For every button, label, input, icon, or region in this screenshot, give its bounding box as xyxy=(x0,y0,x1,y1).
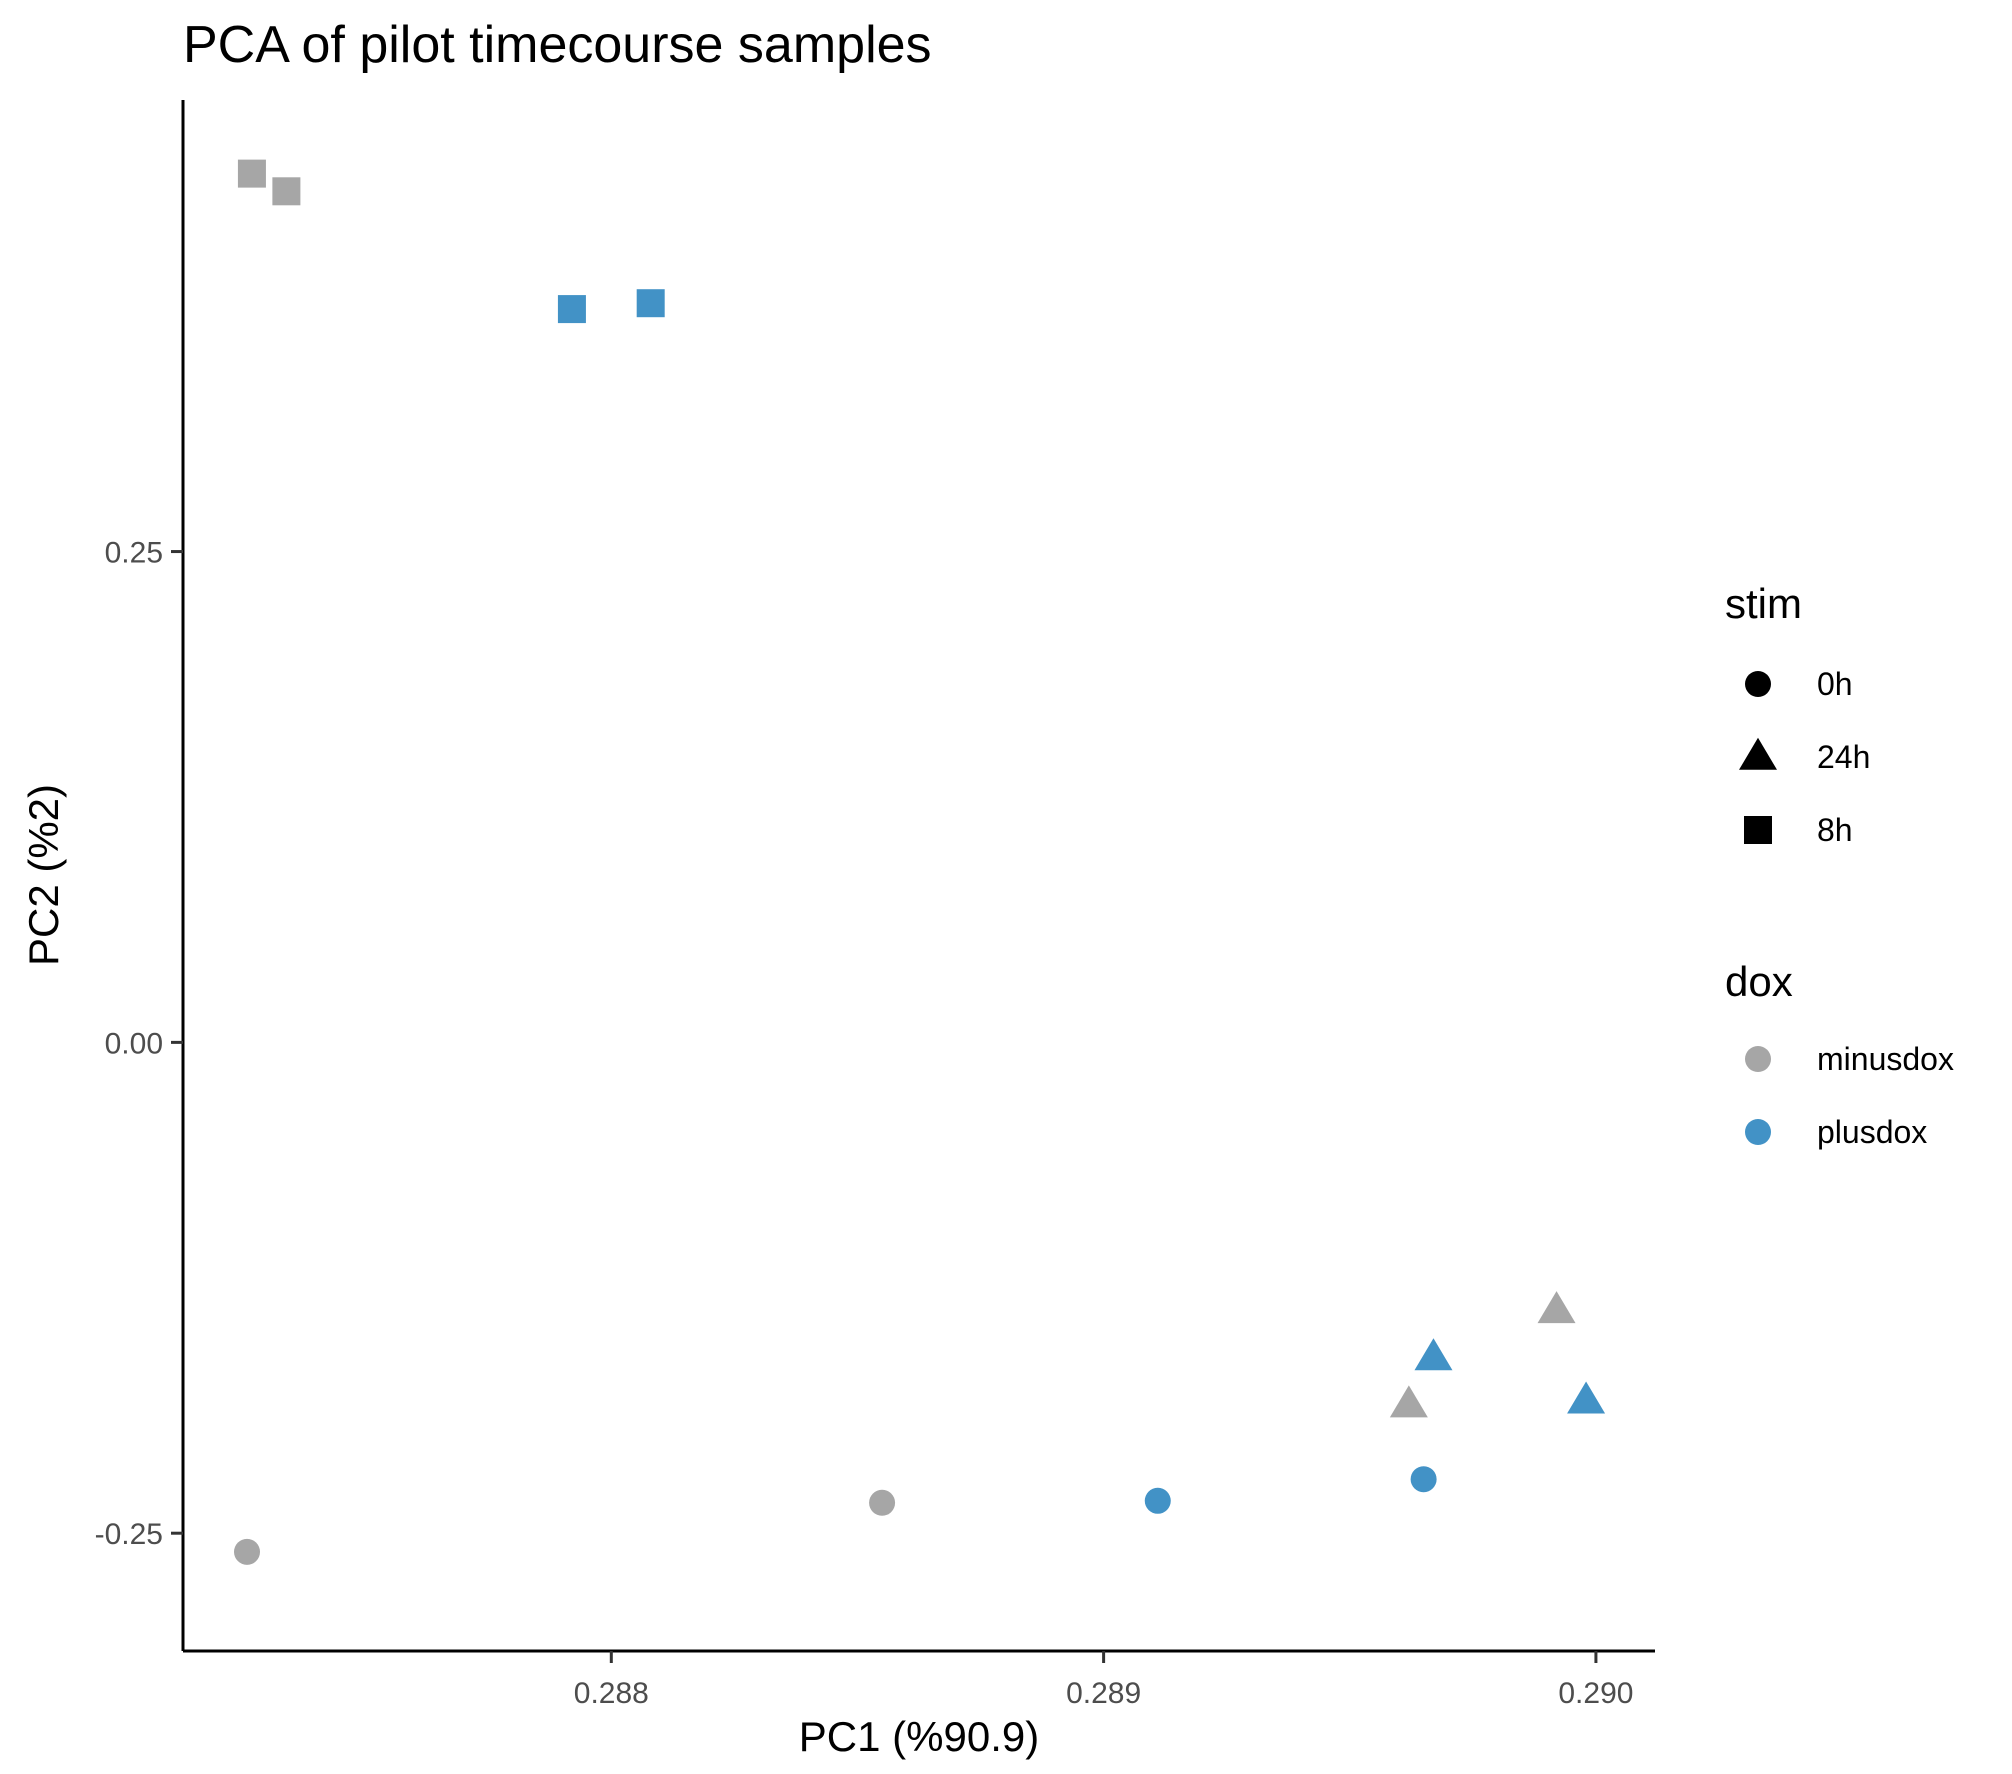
data-point-minusdox-0h xyxy=(234,1538,260,1565)
x-tick-label: 0.288 xyxy=(574,1677,649,1710)
chart-title: PCA of pilot timecourse samples xyxy=(183,16,932,74)
x-tick-label: 0.290 xyxy=(1558,1677,1633,1710)
x-tick-label: 0.289 xyxy=(1066,1677,1141,1710)
legend-key-plusdox xyxy=(1745,1119,1771,1145)
legend-dox-label: plusdox xyxy=(1817,1114,1927,1150)
legend-stim-title: stim xyxy=(1725,580,1802,627)
legend-key-circle xyxy=(1745,671,1771,697)
legend-stim-label: 0h xyxy=(1817,666,1853,702)
data-point-minusdox-0h xyxy=(869,1489,896,1516)
legend-stim-label: 8h xyxy=(1817,812,1853,848)
y-axis-title: PC2 (%2) xyxy=(20,784,67,966)
legend-dox-label: minusdox xyxy=(1817,1041,1954,1077)
x-axis-title: PC1 (%90.9) xyxy=(799,1713,1039,1760)
x-axis-ticks: 0.288 0.289 0.290 xyxy=(574,1651,1633,1710)
data-point-minusdox-24h xyxy=(1537,1291,1576,1324)
legend-stim-label: 24h xyxy=(1817,739,1870,775)
legend-key-triangle xyxy=(1739,737,1777,770)
legend-dox: dox minusdox plusdox xyxy=(1725,958,1954,1150)
data-point-minusdox-8h xyxy=(237,159,266,188)
legend-key-square xyxy=(1744,816,1772,844)
data-point-plusdox-24h xyxy=(1414,1338,1453,1371)
y-tick-label: 0.25 xyxy=(105,537,163,570)
legend-stim: stim 0h 24h 8h xyxy=(1725,580,1870,848)
data-point-minusdox-24h xyxy=(1389,1385,1428,1418)
data-point-plusdox-0h xyxy=(1144,1487,1171,1514)
y-tick-label: 0.00 xyxy=(105,1027,163,1060)
legend-key-minusdox xyxy=(1745,1046,1771,1072)
legend-dox-title: dox xyxy=(1725,958,1793,1005)
plot-area: 0.288 0.289 0.290 -0.25 0.00 0.25 xyxy=(95,100,1655,1710)
data-point-plusdox-8h xyxy=(636,289,665,318)
data-points xyxy=(234,159,1606,1565)
data-point-minusdox-8h xyxy=(272,177,301,206)
y-axis-ticks: -0.25 0.00 0.25 xyxy=(95,537,183,1551)
data-point-plusdox-0h xyxy=(1410,1466,1437,1493)
data-point-plusdox-8h xyxy=(557,295,586,324)
data-point-plusdox-24h xyxy=(1567,1381,1606,1414)
y-tick-label: -0.25 xyxy=(95,1518,163,1551)
